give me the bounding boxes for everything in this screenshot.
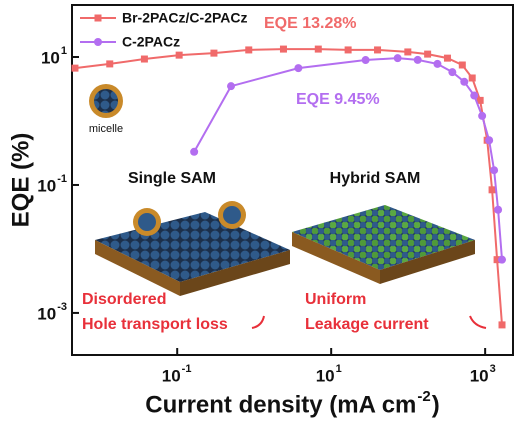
data-point	[498, 321, 506, 329]
arrow	[251, 315, 265, 329]
data-point	[245, 46, 253, 54]
legend-marker	[94, 14, 102, 22]
annotation: Single SAM	[128, 170, 216, 187]
data-point	[470, 91, 479, 100]
x-tick-exponent: -1	[182, 363, 192, 375]
data-point	[361, 56, 370, 65]
data-point	[458, 61, 466, 69]
data-point	[424, 50, 432, 58]
annotation: Uniform	[305, 291, 366, 308]
data-point	[210, 49, 218, 57]
data-point	[460, 77, 469, 86]
data-point	[106, 60, 114, 68]
data-point	[498, 255, 507, 264]
legend-marker	[94, 38, 102, 46]
data-point	[294, 64, 303, 73]
x-tick-label: 10	[162, 366, 181, 385]
data-point	[433, 59, 442, 68]
data-point	[485, 136, 494, 145]
x-axis-label-exponent: -2	[417, 388, 430, 405]
data-point	[478, 111, 487, 120]
x-tick-label: 10	[470, 366, 489, 385]
data-point	[488, 186, 496, 194]
annotation: micelle	[89, 123, 123, 135]
y-tick-label: 10	[37, 304, 56, 323]
data-point	[404, 48, 412, 56]
data-point	[393, 54, 402, 63]
data-point	[443, 54, 451, 62]
x-tick-exponent: 1	[336, 363, 342, 375]
series-line	[74, 48, 503, 325]
x-axis-label: Current density (mA cm	[145, 391, 416, 418]
annotation: Hole transport loss	[82, 316, 228, 333]
annotation: EQE 13.28%	[264, 15, 357, 32]
y-tick-label: 10	[41, 48, 60, 67]
plot-frame	[71, 4, 514, 356]
data-point	[476, 96, 484, 104]
data-point	[279, 45, 287, 53]
annotation: Leakage current	[305, 316, 429, 333]
data-point	[374, 46, 382, 54]
annotation: Disordered	[82, 291, 166, 308]
legend-label: Br-2PACz/C-2PACz	[122, 10, 248, 26]
data-point	[490, 166, 499, 175]
data-point	[314, 45, 322, 53]
data-point	[71, 64, 79, 72]
single-sam-illustration	[95, 201, 290, 296]
data-point	[344, 46, 352, 54]
annotation: EQE 9.45%	[296, 91, 380, 108]
arrow	[469, 315, 487, 329]
x-axis-label-end: )	[432, 391, 440, 418]
data-point	[140, 55, 148, 63]
data-point	[448, 68, 457, 77]
annotation: Hybrid SAM	[330, 170, 421, 187]
micelle-icon	[89, 84, 123, 118]
data-point	[413, 55, 422, 64]
y-tick-exponent: -3	[57, 301, 67, 313]
data-point	[494, 205, 503, 214]
y-tick-label: 10	[37, 176, 56, 195]
data-point	[175, 51, 183, 59]
data-point	[468, 74, 476, 82]
y-axis-label: EQE (%)	[7, 133, 34, 228]
x-tick-exponent: 3	[490, 363, 496, 375]
data-point	[227, 82, 236, 91]
data-point	[190, 147, 199, 156]
x-tick-label: 10	[316, 366, 335, 385]
legend-label: C-2PACz	[122, 34, 180, 50]
y-tick-exponent: -1	[57, 173, 67, 185]
data-point	[493, 256, 501, 264]
y-tick-exponent: 1	[61, 45, 67, 57]
hybrid-sam-illustration	[292, 205, 475, 284]
